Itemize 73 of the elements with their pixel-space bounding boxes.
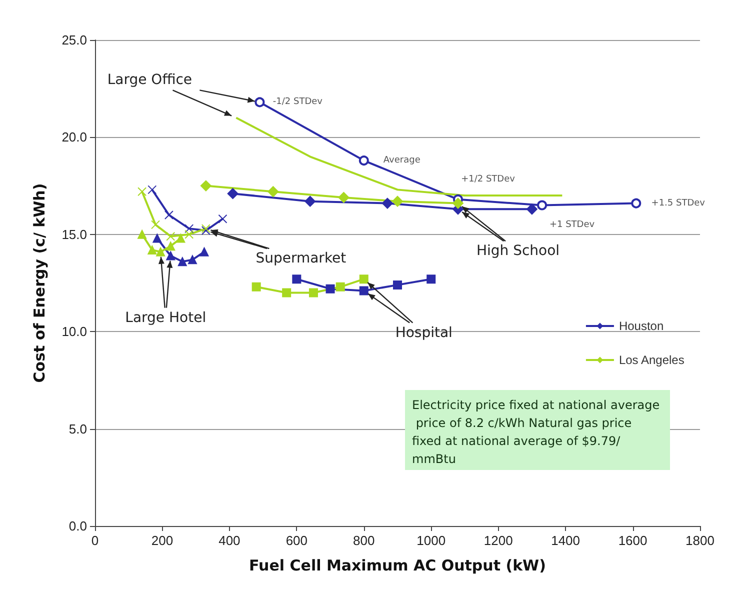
annotation: Electricity price fixed at national average price of 8.2 c/kWh Natural gas price fixed at national average of $9.79/mmBtu xyxy=(412,398,660,466)
x-axis-title: Fuel Cell Maximum AC Output (kW) xyxy=(249,556,546,574)
y-tick-label: 10.0 xyxy=(62,324,87,340)
x-tick-label: 1600 xyxy=(618,533,648,548)
point xyxy=(304,196,316,207)
annotation: Average xyxy=(383,156,421,166)
x-tick-label: 0 xyxy=(91,533,99,548)
point xyxy=(452,198,464,209)
x-tick-label: 1800 xyxy=(686,533,714,548)
point xyxy=(382,198,393,209)
point xyxy=(282,288,292,298)
annotation: Supermarket xyxy=(256,250,347,267)
y-tick-label: 20.0 xyxy=(62,130,87,145)
point xyxy=(184,224,194,234)
x-tick-label: 1400 xyxy=(551,533,580,548)
point xyxy=(338,192,350,203)
annotation: Large Hotel xyxy=(125,310,206,326)
x-tick-label: 800 xyxy=(353,533,375,548)
point xyxy=(178,257,187,266)
x-tick-label: 400 xyxy=(218,533,240,548)
line-series xyxy=(235,116,564,197)
point xyxy=(631,198,642,208)
point xyxy=(166,251,176,260)
point xyxy=(138,187,147,196)
point xyxy=(156,247,166,256)
y-axis-title: Cost of Energy (c/ kWh) xyxy=(30,183,48,383)
x-tick-label: 1200 xyxy=(484,533,513,548)
point xyxy=(188,255,197,264)
point xyxy=(359,286,368,296)
y-tick-label: 0.0 xyxy=(68,518,87,534)
y-tick-label: 5.0 xyxy=(68,421,87,436)
annotation: +1.5 STDev xyxy=(651,198,706,208)
point xyxy=(308,288,318,298)
annotation: +1 STDev xyxy=(549,220,596,230)
point xyxy=(326,284,335,294)
point xyxy=(152,234,162,243)
point xyxy=(176,234,186,243)
point xyxy=(151,220,160,230)
point xyxy=(254,97,265,108)
point xyxy=(166,242,176,251)
point xyxy=(336,282,345,292)
point xyxy=(426,274,436,284)
x-tick-label: 1000 xyxy=(416,533,446,548)
point xyxy=(184,230,194,239)
point xyxy=(359,274,368,284)
point xyxy=(268,186,279,198)
point xyxy=(164,210,174,220)
point xyxy=(148,185,157,194)
legend-label: Houston xyxy=(618,319,664,333)
legend-label: Los Angeles xyxy=(618,353,684,367)
point xyxy=(292,274,302,284)
annotation: Hospital xyxy=(395,324,452,341)
point xyxy=(393,280,402,290)
point xyxy=(200,247,209,256)
point xyxy=(148,245,157,254)
x-tick-label: 600 xyxy=(286,533,308,548)
point xyxy=(252,282,261,292)
y-tick-label: 25.0 xyxy=(62,32,87,48)
point xyxy=(526,204,538,215)
annotation: +1/2 STDev xyxy=(461,174,516,184)
point xyxy=(138,230,147,239)
annotation: Large Office xyxy=(107,72,192,88)
x-tick-label: 200 xyxy=(151,533,174,548)
point xyxy=(227,188,238,200)
annotation: High School xyxy=(476,243,560,260)
point xyxy=(218,214,228,224)
point xyxy=(166,232,176,241)
y-tick-label: 15.0 xyxy=(62,226,87,242)
point xyxy=(200,180,212,192)
annotation: -1/2 STDev xyxy=(272,97,324,108)
point xyxy=(358,156,369,166)
point xyxy=(392,196,403,207)
point xyxy=(537,200,548,210)
